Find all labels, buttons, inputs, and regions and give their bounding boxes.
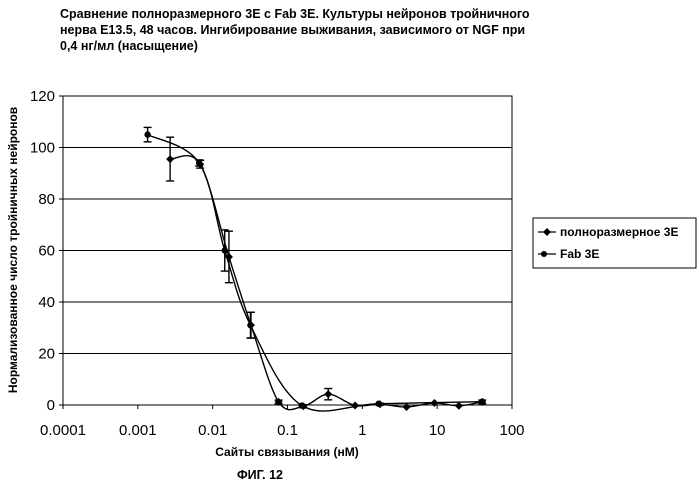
y-tick-label: 100 — [30, 140, 55, 157]
fitted-curves — [148, 135, 483, 411]
data-point-diamond — [455, 402, 463, 410]
data-point-circle — [479, 398, 485, 404]
data-point-diamond — [324, 390, 332, 398]
x-tick-label: 100 — [499, 422, 524, 439]
error-bars — [144, 127, 487, 407]
x-axis-label: Сайты связывания (нМ) — [215, 445, 359, 459]
grid-lines — [63, 96, 512, 354]
axes: 0 20 40 60 80 100 120 0.0001 0.001 0.01 0.1 1 10 100 — [30, 88, 525, 439]
data-point-circle — [222, 247, 228, 253]
y-tick-label: 40 — [38, 294, 55, 311]
x-tick-label: 0.1 — [277, 422, 298, 439]
y-tick-label: 20 — [38, 346, 55, 363]
data-point-circle — [144, 131, 150, 137]
x-tick-label: 0.0001 — [40, 422, 86, 439]
data-point-diamond — [403, 403, 411, 411]
data-points — [144, 131, 486, 411]
x-tick-label: 0.01 — [198, 422, 227, 439]
legend-label-series-1: полноразмерное 3E — [560, 225, 678, 239]
x-tick-label: 1 — [358, 422, 366, 439]
data-point-circle — [196, 160, 202, 166]
figure-caption: ФИГ. 12 — [0, 468, 520, 482]
data-point-circle — [247, 322, 253, 328]
legend: полноразмерное 3E Fab 3E — [533, 218, 696, 268]
y-tick-label: 0 — [47, 397, 55, 414]
y-tick-label: 60 — [38, 243, 55, 260]
y-tick-label: 80 — [38, 191, 55, 208]
chart-canvas: 0204060801001200.00010.0010.010.1110100 … — [0, 0, 699, 483]
curve-series-2 — [148, 135, 483, 411]
data-point-diamond — [166, 155, 174, 163]
x-tick-label: 10 — [429, 422, 446, 439]
legend-marker-circle — [541, 251, 547, 257]
data-point-diamond — [351, 402, 359, 410]
data-point-circle — [375, 401, 381, 407]
curve-series-1 — [170, 156, 482, 410]
y-tick-label: 120 — [30, 88, 55, 105]
x-tick-label: 0.001 — [119, 422, 157, 439]
data-point-circle — [299, 402, 305, 408]
y-axis-label: Нормализованное число тройничных нейроно… — [6, 107, 20, 393]
legend-label-series-2: Fab 3E — [560, 247, 599, 261]
